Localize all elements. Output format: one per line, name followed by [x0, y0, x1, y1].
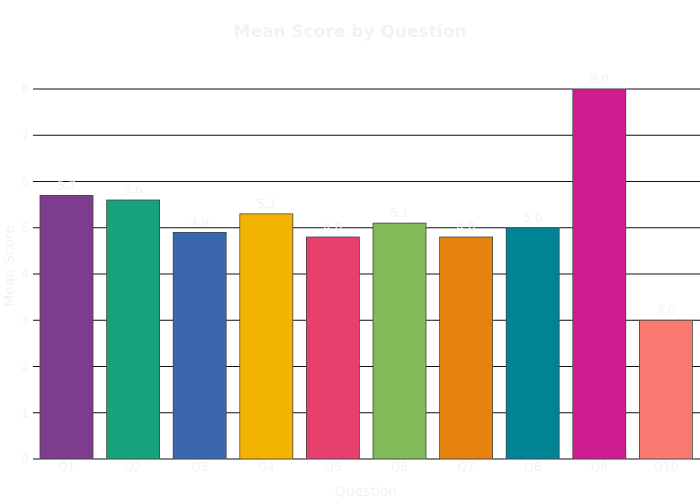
x-tick-label: Q5: [324, 460, 341, 474]
data-label: 4.9: [190, 215, 209, 229]
y-axis-title: Mean Score: [2, 225, 18, 307]
bar-q10: [639, 319, 693, 460]
bar-q4: [239, 213, 294, 460]
data-label: 8.0: [590, 72, 609, 86]
data-label: 4.8: [457, 220, 476, 234]
y-tick-label: 3: [21, 313, 29, 327]
data-label: 5.7: [57, 178, 76, 192]
data-label: 3.0: [656, 303, 675, 317]
x-axis-ticks: Q1 Q2 Q3 Q4 Q5 Q6 Q7 Q8 Q9 Q10: [58, 460, 678, 474]
y-tick-label: 7: [21, 128, 29, 142]
bar-q8: [505, 227, 560, 460]
x-tick-label: Q8: [524, 460, 541, 474]
data-label: 5.1: [390, 206, 409, 220]
x-tick-label: Q1: [58, 460, 75, 474]
data-labels: 5.7 5.6 4.9 5.3 4.8 5.1 4.8 5.0 8.0 3.0: [57, 72, 675, 317]
data-label: 5.0: [523, 211, 542, 225]
y-axis-ticks: 0 1 2 3 4 5 6 7 8: [21, 82, 29, 466]
bar-q3: [172, 231, 227, 460]
bar-q7: [439, 236, 494, 460]
x-tick-label: Q9: [591, 460, 608, 474]
bar-q5: [305, 236, 360, 460]
chart-title: Mean Score by Question: [234, 22, 467, 42]
y-tick-label: 6: [21, 175, 29, 189]
x-tick-label: Q7: [458, 460, 475, 474]
x-axis-title: Question: [335, 484, 398, 500]
x-tick-label: Q6: [391, 460, 408, 474]
x-tick-label: Q2: [125, 460, 142, 474]
data-label: 5.3: [257, 197, 276, 211]
y-tick-label: 2: [21, 360, 29, 374]
bar-q9: [572, 88, 627, 460]
x-tick-label: Q3: [191, 460, 208, 474]
data-label: 5.6: [124, 183, 143, 197]
bar-q6: [372, 222, 427, 460]
x-tick-label: Q4: [258, 460, 275, 474]
y-tick-label: 0: [21, 452, 29, 466]
bar-q1: [39, 194, 94, 460]
data-label: 4.8: [323, 220, 342, 234]
y-tick-label: 8: [21, 82, 29, 96]
y-tick-label: 4: [21, 267, 29, 281]
bar-q2: [106, 199, 160, 460]
y-tick-label: 1: [21, 406, 29, 420]
bars: [39, 88, 693, 460]
x-tick-label: Q10: [654, 460, 679, 474]
y-tick-label: 5: [21, 221, 29, 235]
